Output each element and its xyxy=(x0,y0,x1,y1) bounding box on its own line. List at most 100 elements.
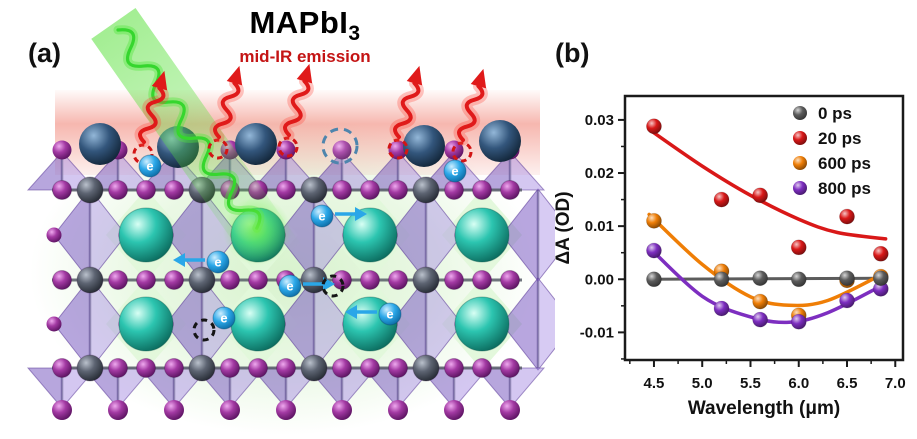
electron-arrow-icon xyxy=(355,207,367,221)
electron-label: e xyxy=(451,163,458,178)
arrowhead-icon xyxy=(406,65,423,86)
lead-sphere xyxy=(300,354,328,382)
electron-label: e xyxy=(386,306,393,321)
iodide-sphere xyxy=(332,358,352,378)
lead-sphere xyxy=(76,354,104,382)
x-tick-label: 6.0 xyxy=(788,375,809,392)
fit-curve-20-ps xyxy=(647,127,888,241)
iodide-sphere xyxy=(164,358,184,378)
x-tick-label: 5.0 xyxy=(692,375,713,392)
lead-sphere xyxy=(188,354,216,382)
iodide-sphere xyxy=(46,316,62,332)
electron-marker: e xyxy=(212,306,236,330)
series-0-ps xyxy=(646,270,889,288)
legend-marker xyxy=(793,106,807,120)
excitation-glow-spot xyxy=(223,197,291,265)
ma-cation-sphere xyxy=(454,207,510,263)
legend-marker xyxy=(793,181,807,195)
legend-marker xyxy=(793,131,807,145)
vacancy-dashed-circle xyxy=(321,127,359,165)
lead-sphere xyxy=(188,266,216,294)
mid-ir-emission-arrow xyxy=(209,65,244,143)
data-point xyxy=(646,212,662,229)
data-point xyxy=(790,313,807,330)
surface-hole-dashed-circle xyxy=(207,138,229,160)
crystal-structure-diagram: e e e e e e e xyxy=(26,7,555,435)
y-tick-label: 0.00 xyxy=(585,271,614,288)
data-point xyxy=(839,292,855,309)
ma-cation-sphere xyxy=(454,296,510,352)
data-point xyxy=(752,293,769,310)
x-tick-label: 6.5 xyxy=(837,375,858,392)
iodide-sphere xyxy=(360,358,380,378)
iodide-sphere xyxy=(444,270,464,290)
arrowhead-icon xyxy=(296,63,313,84)
iodide-sphere xyxy=(500,180,520,200)
electron-label: e xyxy=(286,278,293,293)
electron-label: e xyxy=(214,254,221,269)
iodide-sphere xyxy=(360,270,380,290)
iodide-sphere xyxy=(220,270,240,290)
iodide-sphere xyxy=(136,180,156,200)
y-tick-label: -0.01 xyxy=(580,324,614,341)
iodide-sphere xyxy=(444,400,464,420)
iodide-sphere xyxy=(52,180,72,200)
electron-marker: e xyxy=(173,250,230,274)
electron-marker: e xyxy=(310,204,367,228)
surface-sphere xyxy=(479,120,521,162)
iodide-sphere xyxy=(388,358,408,378)
iodide-sphere xyxy=(276,358,296,378)
ma-cation-sphere xyxy=(118,296,174,352)
data-point xyxy=(839,208,855,225)
arrowhead-icon xyxy=(226,65,243,86)
data-point xyxy=(790,271,807,288)
iodide-sphere xyxy=(52,400,72,420)
iodide-sphere xyxy=(136,270,156,290)
electron-arrow-icon xyxy=(173,253,185,267)
x-axis-title: Wavelength (μm) xyxy=(688,398,840,419)
panel-a: (a) MAPbI3 mid-IR emission e e e e e e e xyxy=(26,5,555,435)
iodide-sphere xyxy=(472,180,492,200)
iodide-sphere xyxy=(52,270,72,290)
hole-dashed-circle xyxy=(192,318,216,342)
x-tick-label: 4.5 xyxy=(644,375,665,392)
data-point xyxy=(839,270,855,287)
data-point xyxy=(752,311,769,328)
arrowhead-icon xyxy=(470,68,487,89)
legend-label: 800 ps xyxy=(818,179,871,198)
electron-label: e xyxy=(318,208,325,223)
iodide-sphere xyxy=(332,180,352,200)
ma-cation-sphere xyxy=(230,296,286,352)
iodide-sphere xyxy=(444,358,464,378)
iodide-sphere xyxy=(46,227,62,243)
series-800-ps xyxy=(646,242,889,330)
legend-marker xyxy=(793,156,807,170)
transient-absorption-chart: 4.5 5.0 5.5 6.0 6.5 7.0 -0.01 0.00 0.01 0.02 0.03 0… xyxy=(555,94,906,419)
iodide-sphere xyxy=(444,180,464,200)
iodide-sphere xyxy=(500,358,520,378)
iodide-sphere xyxy=(108,358,128,378)
iodide-sphere xyxy=(360,180,380,200)
data-point xyxy=(713,271,730,288)
ma-cation-sphere xyxy=(342,207,398,263)
surface-hole-dashed-circle xyxy=(451,141,473,163)
lead-sphere xyxy=(300,176,328,204)
fit-curve-800-ps xyxy=(647,245,883,325)
green-photon-wave xyxy=(116,28,262,230)
x-tick-label: 7.0 xyxy=(885,375,906,392)
legend: 0 ps 20 ps 600 ps 800 ps xyxy=(793,104,871,198)
data-point xyxy=(646,271,662,288)
iodide-sphere xyxy=(248,358,268,378)
title-subscript: 3 xyxy=(348,22,361,46)
iodide-sphere xyxy=(388,180,408,200)
electron-label: e xyxy=(146,158,153,173)
iodide-sphere xyxy=(108,270,128,290)
legend-label: 0 ps xyxy=(818,104,852,123)
electron-marker: e xyxy=(138,154,162,178)
surface-hole-dashed-circle xyxy=(277,136,299,158)
lead-sphere xyxy=(412,266,440,294)
surface-sphere xyxy=(235,123,277,165)
data-point xyxy=(713,191,730,208)
x-tick-label: 5.5 xyxy=(740,375,761,392)
